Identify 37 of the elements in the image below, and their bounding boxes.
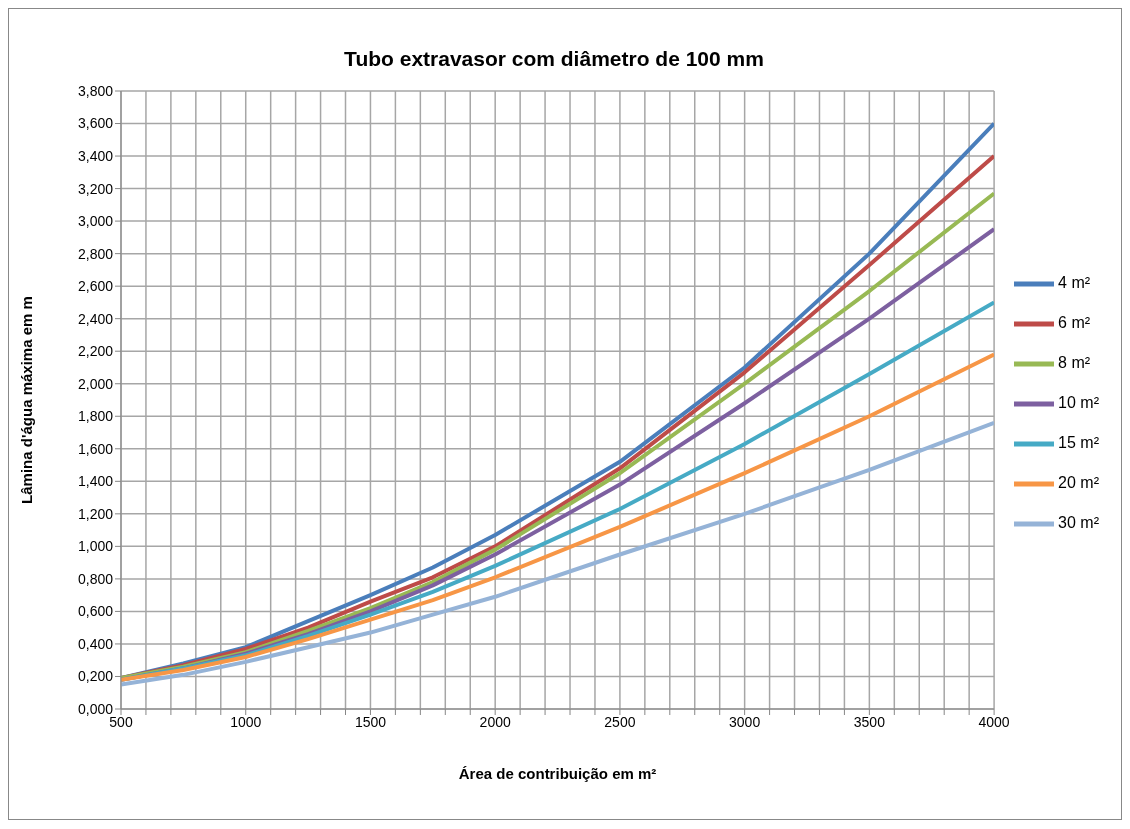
y-tick-label: 2,400	[77, 310, 114, 327]
x-tick-label: 2000	[479, 713, 511, 730]
y-tick-label: 3,200	[77, 180, 114, 197]
x-tick-label: 4000	[978, 713, 1010, 730]
legend-label: 15 m²	[1058, 434, 1099, 452]
y-tick-label: 3,400	[77, 148, 114, 165]
x-tick-label: 1500	[354, 713, 387, 730]
x-tick-label: 2500	[604, 713, 636, 730]
legend-label: 20 m²	[1058, 474, 1099, 492]
legend-label: 6 m²	[1058, 314, 1091, 332]
legend-label: 30 m²	[1058, 514, 1099, 532]
legend-label: 4 m²	[1058, 274, 1091, 292]
y-tick-label: 2,200	[77, 343, 114, 360]
y-tick-label: 0,800	[77, 570, 114, 587]
x-tick-label: 3000	[729, 713, 761, 730]
y-tick-label: 2,000	[77, 375, 114, 392]
x-axis-title: Área de contribuição em m²	[458, 765, 657, 782]
y-axis-title: Lâmina d'água máxima em m	[18, 296, 36, 504]
y-tick-label: 0,600	[77, 603, 114, 620]
y-tick-label: 3,600	[77, 115, 114, 132]
chart-title: Tubo extravasor com diâmetro de 100 mm	[343, 47, 765, 71]
y-tick-label: 1,800	[77, 408, 114, 425]
line-series	[121, 420, 995, 687]
x-tick-label: 3500	[853, 713, 886, 730]
y-tick-label: 1,000	[77, 538, 114, 555]
y-tick-label: 0,200	[77, 668, 114, 685]
y-tick-label: 1,600	[77, 440, 114, 457]
legend-label: 8 m²	[1058, 354, 1091, 372]
y-tick-label: 1,200	[77, 505, 114, 522]
x-tick-label: 1000	[230, 713, 262, 730]
y-tick-label: 0,400	[77, 635, 114, 652]
y-tick-label: 2,800	[77, 245, 114, 262]
y-tick-label: 2,600	[77, 278, 114, 295]
legend-label: 10 m²	[1058, 394, 1099, 412]
y-tick-label: 1,400	[77, 473, 114, 490]
y-tick-label: 3,000	[77, 213, 114, 230]
y-tick-label: 3,800	[77, 82, 114, 99]
